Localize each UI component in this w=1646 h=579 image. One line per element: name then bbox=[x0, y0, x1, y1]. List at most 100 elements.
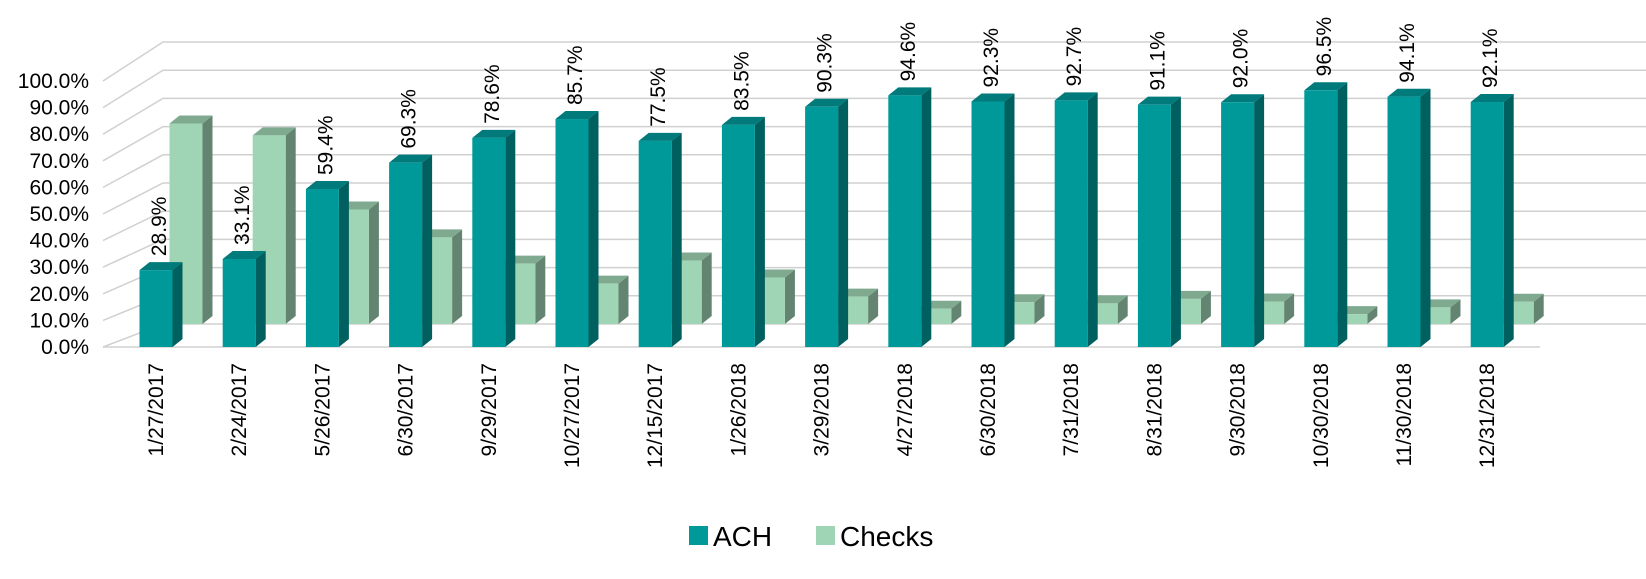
y-tick-label: 100.0% bbox=[18, 70, 89, 93]
ach-data-label: 94.1% bbox=[1396, 23, 1419, 83]
ach-data-label: 77.5% bbox=[647, 67, 670, 127]
y-tick-label: 20.0% bbox=[29, 283, 89, 306]
ach-data-label: 90.3% bbox=[814, 33, 837, 93]
ach-bar bbox=[1304, 82, 1348, 347]
ach-bar-side bbox=[338, 180, 349, 347]
ach-bar-top bbox=[888, 87, 932, 96]
ach-data-label: 92.7% bbox=[1063, 27, 1086, 87]
x-tick-label: 10/30/2018 bbox=[1310, 363, 1333, 468]
ach-bar-top bbox=[1470, 94, 1514, 103]
x-tick-label: 11/30/2018 bbox=[1393, 363, 1416, 467]
ach-bar-front bbox=[1054, 100, 1088, 347]
ach-bar-top bbox=[555, 111, 599, 120]
checks-bar-side bbox=[1367, 306, 1378, 324]
ach-bar bbox=[305, 180, 349, 347]
ach-bar-top bbox=[1137, 96, 1181, 105]
ach-bar-top bbox=[805, 98, 849, 107]
checks-bar-top bbox=[252, 127, 296, 136]
ach-bar bbox=[1221, 94, 1265, 347]
ach-bar-side bbox=[1170, 96, 1181, 347]
checks-bar-side bbox=[285, 127, 296, 324]
ach-bar bbox=[139, 262, 183, 347]
ach-bar bbox=[805, 98, 849, 347]
gridlines bbox=[102, 41, 1646, 348]
ach-data-label: 69.3% bbox=[398, 89, 421, 149]
ach-bar-front bbox=[472, 137, 506, 347]
ach-bar-top bbox=[222, 250, 266, 259]
legend-swatch bbox=[816, 526, 835, 545]
checks-bar-side bbox=[784, 269, 795, 324]
ach-bar-side bbox=[1503, 94, 1514, 347]
checks-bar bbox=[252, 127, 296, 324]
ach-bar-front bbox=[805, 106, 839, 347]
ach-bar-top bbox=[1221, 94, 1265, 103]
ach-data-label: 59.4% bbox=[314, 115, 337, 175]
x-tick-label: 1/26/2018 bbox=[727, 363, 750, 456]
ach-bar bbox=[222, 250, 266, 347]
ach-bar-front bbox=[638, 140, 672, 347]
data-labels: 28.9% 33.1% 59.4% 69.3% 78.6% 85.7% 77.5% 83.5%… bbox=[148, 17, 1502, 256]
checks-bar-side bbox=[868, 288, 879, 324]
x-tick-label: 2/24/2017 bbox=[228, 363, 251, 456]
checks-bar-side bbox=[1533, 293, 1544, 324]
y-tick-label: 10.0% bbox=[29, 309, 89, 332]
checks-bar-top bbox=[169, 115, 213, 124]
ach-data-label: 83.5% bbox=[730, 51, 753, 111]
checks-bar-side bbox=[202, 115, 213, 324]
ach-data-label: 92.0% bbox=[1230, 29, 1253, 89]
ach-data-label: 78.6% bbox=[481, 64, 504, 124]
ach-bar-side bbox=[1004, 93, 1015, 348]
ach-bar-side bbox=[172, 262, 183, 347]
x-tick-label: 9/30/2018 bbox=[1227, 363, 1250, 456]
ach-data-label: 96.5% bbox=[1313, 17, 1336, 77]
ach-bar-side bbox=[255, 250, 266, 347]
legend-label: Checks bbox=[840, 521, 933, 552]
ach-bar-side bbox=[754, 116, 765, 347]
y-tick-label: 0.0% bbox=[41, 336, 89, 359]
y-tick-label: 60.0% bbox=[29, 176, 89, 199]
ach-data-label: 91.1% bbox=[1146, 31, 1169, 91]
ach-bar-top bbox=[638, 132, 682, 141]
ach-bar-side bbox=[1254, 94, 1265, 347]
ach-bar-top bbox=[472, 129, 516, 138]
checks-bar-side bbox=[951, 300, 962, 324]
checks-bar-side bbox=[1117, 295, 1128, 324]
ach-bar bbox=[1137, 96, 1181, 347]
x-tick-label: 12/15/2017 bbox=[644, 363, 667, 468]
ach-bar-front bbox=[971, 101, 1005, 348]
ach-bar bbox=[1470, 94, 1514, 347]
axes: 0.0% 10.0% 20.0% 30.0% 40.0% 50.0% 60.0% 70.0% 8… bbox=[18, 70, 1499, 468]
ach-bar-front bbox=[888, 95, 922, 347]
ach-bar-side bbox=[588, 111, 599, 348]
ach-bar-top bbox=[389, 154, 433, 163]
legend-label: ACH bbox=[713, 521, 772, 552]
ach-bar-front bbox=[555, 119, 589, 348]
ach-bar-front bbox=[222, 258, 256, 347]
ach-bar bbox=[638, 132, 682, 347]
x-tick-label: 3/29/2018 bbox=[811, 363, 834, 456]
ach-bar-side bbox=[505, 129, 516, 347]
ach-bar-side bbox=[422, 154, 433, 347]
y-tick-label: 40.0% bbox=[29, 230, 89, 253]
x-tick-label: 9/29/2017 bbox=[478, 363, 501, 456]
ach-bar bbox=[555, 111, 599, 348]
ach-bar-front bbox=[1387, 96, 1421, 347]
checks-bar-side bbox=[1284, 293, 1295, 324]
checks-bar-front bbox=[1334, 314, 1368, 324]
ach-bar-front bbox=[721, 124, 755, 347]
ach-series bbox=[139, 82, 1514, 348]
ach-data-label: 92.1% bbox=[1479, 28, 1502, 88]
ach-bar bbox=[472, 129, 516, 347]
legend-swatch bbox=[689, 526, 708, 545]
checks-bar-side bbox=[535, 255, 546, 324]
ach-bar bbox=[721, 116, 765, 347]
x-tick-label: 4/27/2018 bbox=[894, 363, 917, 456]
ach-bar-front bbox=[139, 270, 173, 347]
ach-bar-top bbox=[1304, 82, 1348, 91]
x-tick-label: 10/27/2017 bbox=[561, 363, 584, 468]
legend: ACH Checks bbox=[689, 521, 933, 552]
ach-bar-top bbox=[305, 180, 349, 189]
y-tick-label: 50.0% bbox=[29, 203, 89, 226]
ach-bar-front bbox=[1470, 102, 1504, 347]
